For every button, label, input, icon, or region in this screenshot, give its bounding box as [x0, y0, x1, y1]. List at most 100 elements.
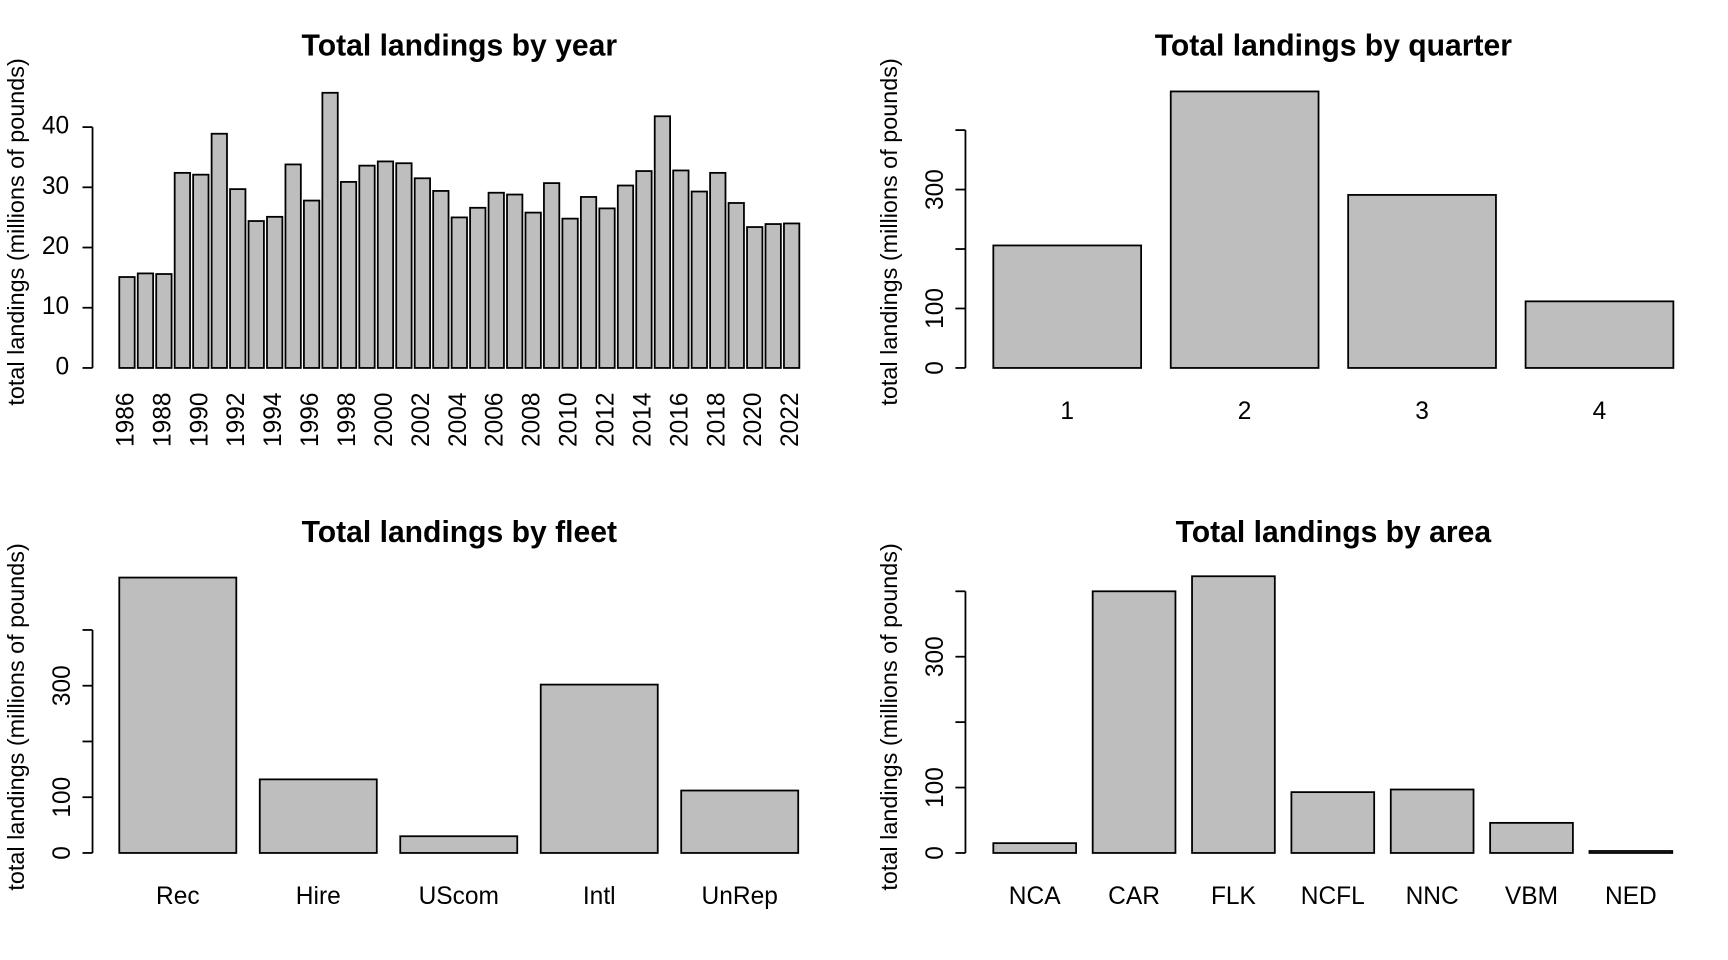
- x-tick-label: CAR: [1108, 883, 1160, 910]
- bar-Rec: [118, 576, 238, 854]
- x-tick-label: 2016: [666, 392, 693, 447]
- x-tick-label: 2: [1238, 398, 1252, 425]
- bar-2021: [764, 223, 782, 369]
- bar-UnRep: [680, 789, 800, 854]
- x-tick-label: Rec: [156, 883, 200, 910]
- x-tick-label: UnRep: [702, 883, 778, 910]
- bar-1990: [192, 173, 210, 369]
- x-tick-label: UScom: [419, 883, 499, 910]
- x-tick-label: 4: [1593, 398, 1607, 425]
- bar-1992: [229, 188, 247, 369]
- bar-1: [992, 244, 1143, 369]
- x-tick-label: 1988: [149, 392, 176, 447]
- bar-1996: [303, 199, 321, 369]
- bar-2006: [487, 191, 505, 369]
- x-tick-label: 2018: [703, 392, 730, 447]
- bar-2015: [653, 115, 671, 369]
- bar-2007: [506, 193, 524, 369]
- bar-CAR: [1091, 590, 1177, 854]
- bar-Intl: [539, 683, 659, 854]
- bar-2009: [543, 182, 561, 369]
- panel-total-landings-by-year: Total landings by year total landings (mi…: [3, 30, 804, 447]
- x-tick-label: Hire: [296, 883, 341, 910]
- x-tick-label: 1994: [260, 392, 287, 447]
- bar-NCA: [992, 842, 1077, 854]
- x-tick-label: FLK: [1211, 883, 1257, 910]
- x-tick-label: 1992: [223, 392, 250, 447]
- bar-2003: [432, 190, 450, 369]
- y-tick-label: 300: [922, 169, 949, 210]
- bar-4: [1524, 300, 1675, 369]
- bar-1998: [339, 181, 358, 369]
- x-tick-label: 1998: [334, 392, 361, 447]
- y-tick-label: 100: [922, 767, 949, 808]
- bar-2013: [616, 184, 635, 369]
- x-tick-label: 2022: [777, 392, 804, 447]
- x-tick-label: VBM: [1505, 883, 1558, 910]
- bar-2022: [783, 222, 801, 369]
- bar-2005: [469, 206, 487, 369]
- y-axis-label: total landings (millions of pounds): [876, 58, 902, 405]
- y-tick-label: 0: [922, 361, 949, 375]
- bar-1986: [118, 276, 136, 369]
- bar-1991: [210, 132, 228, 369]
- y-tick-label: 20: [42, 233, 69, 260]
- bar-2: [1169, 90, 1320, 369]
- chart-title: Total landings by year: [302, 30, 618, 63]
- bar-1997: [321, 91, 339, 369]
- x-tick-label: 1996: [297, 392, 324, 447]
- chart-title: Total landings by area: [1176, 516, 1492, 549]
- bar-2011: [579, 196, 598, 369]
- x-tick-label: 2010: [556, 392, 583, 447]
- bar-FLK: [1191, 575, 1276, 854]
- panel-total-landings-by-area: Total landings by area total landings (mi…: [876, 516, 1674, 910]
- x-tick-label: NCFL: [1301, 883, 1365, 910]
- bar-1994: [266, 215, 284, 369]
- bar-2020: [746, 226, 764, 369]
- x-tick-label: 1: [1060, 398, 1074, 425]
- bar-2016: [672, 169, 690, 369]
- x-tick-label: 1986: [112, 392, 139, 447]
- y-tick-label: 0: [55, 353, 69, 380]
- bar-3: [1347, 194, 1497, 369]
- x-tick-label: NCA: [1009, 883, 1061, 910]
- x-tick-label: 2020: [740, 392, 767, 447]
- y-tick-label: 10: [42, 293, 69, 320]
- y-axis-label: total landings (millions of pounds): [876, 543, 902, 890]
- bar-2012: [598, 207, 616, 369]
- bar-1987: [136, 272, 155, 369]
- chart-title: Total landings by fleet: [302, 516, 617, 549]
- bar-2019: [727, 202, 745, 369]
- x-tick-label: 2008: [519, 392, 546, 447]
- x-tick-label: 1990: [186, 392, 213, 447]
- x-tick-label: 2014: [629, 392, 656, 447]
- bar-2018: [709, 171, 727, 369]
- x-tick-label: 2002: [408, 392, 435, 447]
- bar-Hire: [258, 778, 378, 854]
- y-tick-label: 0: [922, 846, 949, 860]
- bar-2001: [395, 162, 413, 369]
- bar-2004: [450, 216, 468, 369]
- y-tick-label: 300: [922, 636, 949, 677]
- x-tick-label: 2006: [482, 392, 509, 447]
- bar-2017: [690, 190, 708, 369]
- y-tick-label: 100: [49, 777, 76, 818]
- panel-total-landings-by-quarter: Total landings by quarter total landings …: [876, 30, 1675, 425]
- y-axis-label: total landings (millions of pounds): [3, 58, 29, 405]
- bar-2008: [524, 211, 542, 369]
- x-tick-label: Intl: [583, 883, 616, 910]
- x-tick-label: 3: [1415, 398, 1429, 425]
- y-tick-label: 30: [42, 173, 69, 200]
- bar-1993: [247, 220, 265, 369]
- bar-2000: [376, 160, 395, 369]
- panel-total-landings-by-fleet: Total landings by fleet total landings (m…: [3, 516, 800, 910]
- bar-NED: [1588, 850, 1674, 854]
- bar-1999: [358, 164, 376, 369]
- y-tick-label: 100: [922, 288, 949, 329]
- bar-2002: [413, 177, 431, 369]
- chart-title: Total landings by quarter: [1155, 30, 1513, 63]
- x-tick-label: 2004: [445, 392, 472, 447]
- y-axis-label: total landings (millions of pounds): [3, 543, 29, 890]
- x-tick-label: 2012: [593, 392, 620, 447]
